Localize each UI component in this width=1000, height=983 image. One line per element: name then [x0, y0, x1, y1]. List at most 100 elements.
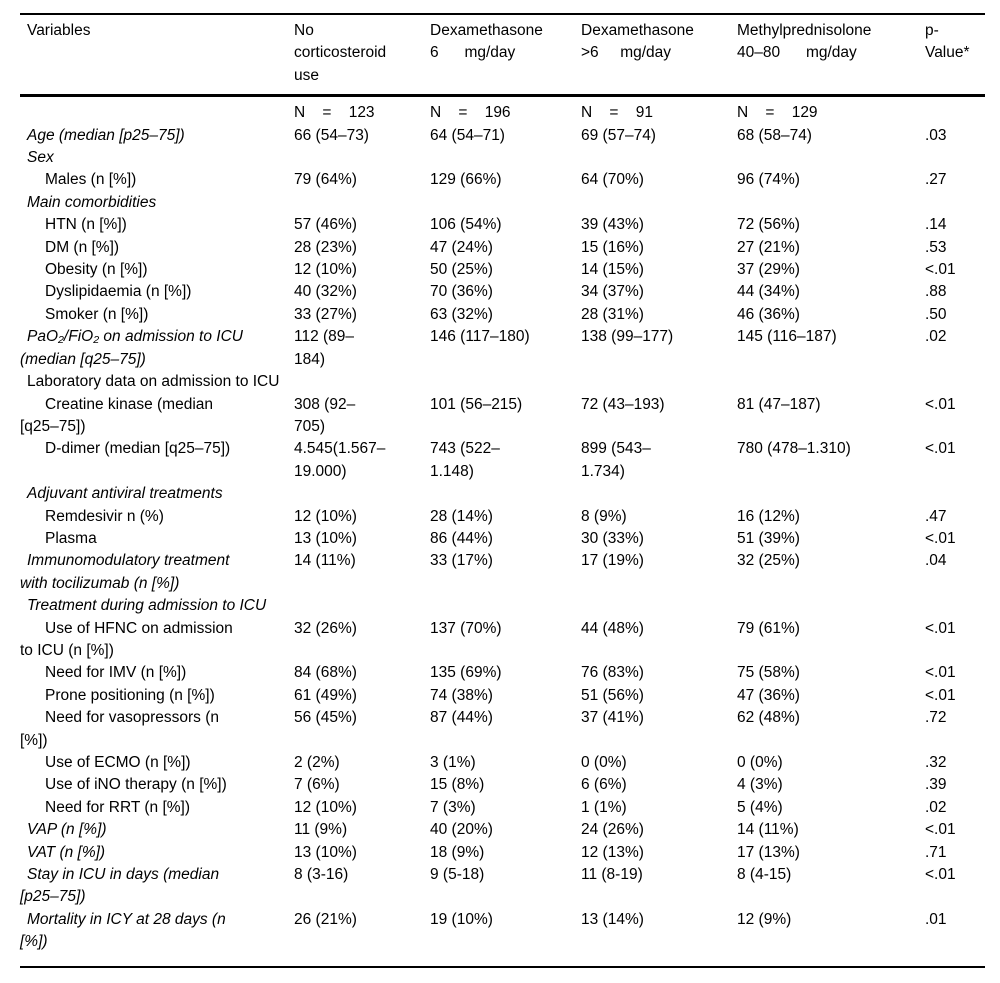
- table-row: Smoker (n [%]) 33 (27%) 63 (32%) 28 (31%) 46…: [20, 304, 985, 326]
- cell-p-value: .71: [925, 843, 947, 861]
- cell-value: 12 (10%): [294, 798, 357, 816]
- cell-value: [737, 371, 925, 393]
- cell-value: [737, 192, 925, 214]
- header-variables: Variables: [27, 22, 91, 39]
- row-label: Obesity (n [%]): [45, 261, 148, 279]
- row-label: Use of HFNC on admission to ICU (n [%]): [20, 619, 233, 659]
- row-label: D-dimer (median [q25–75]): [45, 440, 231, 458]
- cell-value: [581, 483, 737, 505]
- cell-value: 2 (2%): [294, 754, 340, 771]
- cell-value: 17 (19%): [581, 552, 644, 570]
- table-row: Plasma 13 (10%) 86 (44%) 30 (33%) 51 (39%) <.…: [20, 528, 985, 550]
- table-row: Stay in ICU in days (median [p25–75]) 8 (…: [20, 864, 985, 909]
- cell-p-value: .32: [925, 754, 947, 771]
- cell-value: [581, 371, 737, 393]
- header-methylprednisolone: Methylprednisolone 40–80 mg/day: [737, 22, 872, 62]
- cell-value: 75 (58%): [737, 664, 800, 682]
- cell-value: 84 (68%): [294, 664, 357, 682]
- row-label: Use of ECMO (n [%]): [45, 754, 191, 771]
- cell-value: 46 (36%): [737, 305, 800, 323]
- cell-value: 14 (11%): [294, 552, 356, 570]
- cell-value: 780 (478–1.310): [737, 440, 851, 458]
- cell-p-value: .53: [925, 238, 947, 256]
- cell-value: N = 91: [581, 104, 653, 122]
- cell-p-value: <.01: [925, 440, 956, 458]
- table-row: VAP (n [%]) 11 (9%) 40 (20%) 24 (26%) 14 (11…: [20, 819, 985, 841]
- cell-value: 44 (34%): [737, 283, 800, 301]
- cell-value: 69 (57–74): [581, 126, 656, 144]
- cell-value: N = 129: [737, 104, 818, 122]
- cell-value: 64 (70%): [581, 171, 644, 189]
- table-row: Mortality in ICY at 28 days (n [%]) 26 (2…: [20, 909, 985, 954]
- table-row: VAT (n [%]) 13 (10%) 18 (9%) 12 (13%) 17 (13…: [20, 842, 985, 864]
- header-no-corticosteroid: No corticosteroid use: [294, 22, 387, 84]
- cell-value: 72 (43–193): [581, 395, 665, 413]
- table-row: Dyslipidaemia (n [%]) 40 (32%) 70 (36%) 34 …: [20, 281, 985, 303]
- cell-value: [581, 595, 737, 617]
- cell-value: 16 (12%): [737, 507, 800, 525]
- cell-value: 8 (9%): [581, 507, 627, 525]
- cell-value: 27 (21%): [737, 238, 800, 256]
- cell-value: [430, 595, 581, 617]
- cell-value: 51 (39%): [737, 529, 800, 547]
- cell-value: 28 (31%): [581, 305, 644, 323]
- cell-value: 137 (70%): [430, 619, 502, 637]
- cell-value: 7 (6%): [294, 776, 340, 794]
- row-label: DM (n [%]): [45, 238, 120, 256]
- cell-value: 129 (66%): [430, 171, 502, 189]
- cell-value: 32 (25%): [737, 552, 800, 570]
- cell-value: [294, 192, 430, 214]
- row-label: Need for IMV (n [%]): [45, 664, 187, 682]
- cell-value: [430, 371, 581, 393]
- cell-value: 44 (48%): [581, 619, 644, 637]
- cell-value: 63 (32%): [430, 305, 493, 323]
- cell-p-value: [925, 147, 985, 169]
- cell-value: 13 (10%): [294, 529, 357, 547]
- table-row: Remdesivir n (%) 12 (10%) 28 (14%) 8 (9%) 16…: [20, 506, 985, 528]
- cell-value: 47 (36%): [737, 686, 800, 704]
- cell-value: 6 (6%): [581, 776, 627, 794]
- cell-value: 79 (61%): [737, 619, 800, 637]
- cell-value: [294, 595, 430, 617]
- row-label: VAP (n [%]): [27, 821, 107, 839]
- table-header-row: Variables No corticosteroid use Dexameth…: [20, 13, 985, 98]
- cell-p-value: .14: [925, 216, 947, 234]
- row-label: Age (median [p25–75]): [27, 126, 185, 144]
- row-label: PaO₂/FiO₂ on admission to ICU (median [q…: [20, 328, 243, 368]
- table-row: PaO₂/FiO₂ on admission to ICU (median [q…: [20, 326, 985, 371]
- cell-value: 13 (10%): [294, 843, 357, 861]
- cell-p-value: .50: [925, 305, 947, 323]
- cell-value: 76 (83%): [581, 664, 644, 682]
- cell-p-value: .02: [925, 798, 947, 816]
- cell-p-value: <.01: [925, 619, 956, 637]
- cell-value: [737, 147, 925, 169]
- cell-value: 47 (24%): [430, 238, 493, 256]
- cell-value: 51 (56%): [581, 686, 644, 704]
- cell-value: 135 (69%): [430, 664, 502, 682]
- cell-value: 50 (25%): [430, 261, 493, 279]
- cell-value: 8 (4-15): [737, 866, 792, 884]
- row-label: Smoker (n [%]): [45, 305, 149, 323]
- table-row: Laboratory data on admission to ICU: [20, 371, 985, 393]
- row-label: VAT (n [%]): [27, 843, 106, 861]
- cell-value: 70 (36%): [430, 283, 493, 301]
- cell-value: 81 (47–187): [737, 395, 821, 413]
- row-label: Treatment during admission to ICU: [27, 597, 267, 615]
- cell-value: 11 (9%): [294, 821, 348, 839]
- cell-value: 15 (8%): [430, 776, 485, 794]
- row-label: Use of iNO therapy (n [%]): [45, 776, 227, 794]
- cell-value: 12 (9%): [737, 910, 792, 928]
- table-row: HTN (n [%]) 57 (46%) 106 (54%) 39 (43%) 72 (…: [20, 214, 985, 236]
- cell-value: [430, 147, 581, 169]
- table-row: D-dimer (median [q25–75]) 4.545(1.567– 19…: [20, 438, 985, 483]
- cell-value: 138 (99–177): [581, 328, 674, 346]
- cell-value: 17 (13%): [737, 843, 800, 861]
- cell-value: 101 (56–215): [430, 395, 523, 413]
- cell-value: 145 (116–187): [737, 328, 837, 346]
- cell-value: 14 (11%): [737, 821, 799, 839]
- cell-p-value: <.01: [925, 821, 956, 839]
- cell-value: 68 (58–74): [737, 126, 812, 144]
- cell-p-value: .03: [925, 126, 947, 144]
- cell-value: 7 (3%): [430, 798, 476, 816]
- cell-value: N = 123: [294, 104, 375, 122]
